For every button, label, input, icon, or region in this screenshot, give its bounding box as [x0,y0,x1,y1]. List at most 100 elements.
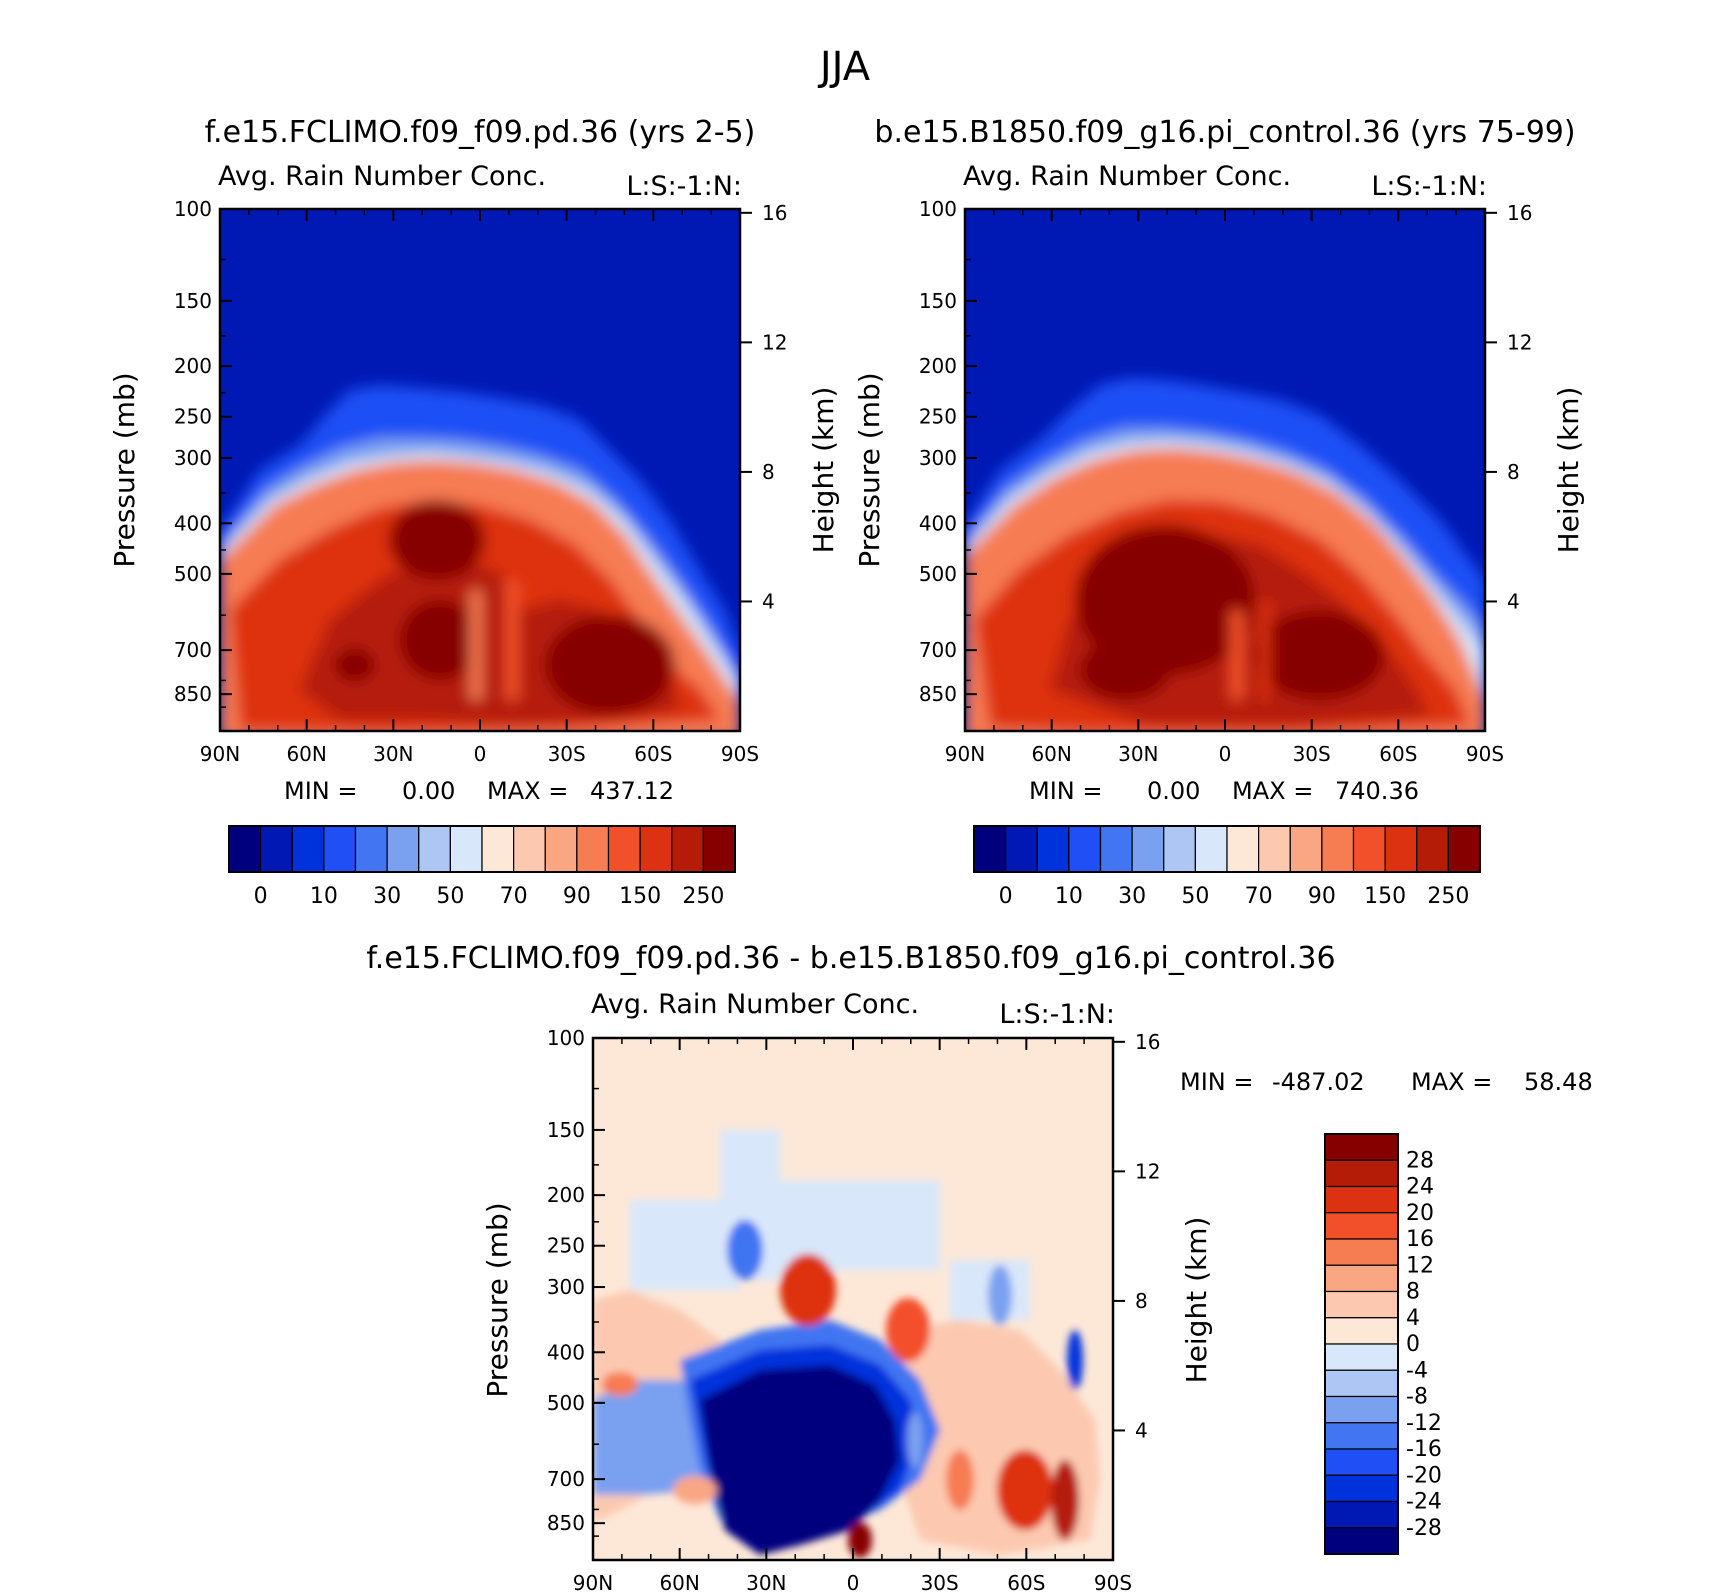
colorbar-swatch [1324,1527,1399,1555]
colorbar-label: 4 [1406,1306,1420,1331]
y-tick-label: 100 [547,1026,585,1050]
colorbar-swatch [576,825,610,873]
x-tick-label: 60S [1007,1571,1045,1595]
colorbar-swatch [1226,825,1260,873]
y-right-tick-label: 16 [1507,201,1532,225]
y-right-axis-title: Height (km) [807,387,840,554]
colorbar-swatch [418,825,451,873]
colorbar-label: 50 [1181,884,1209,909]
colorbar-label: 0 [1406,1332,1420,1357]
svg-text:MIN = 0.00 MAX =: MIN = 0.00 MAX = 740.36 [1029,777,1419,805]
y-tick-label: 700 [547,1467,585,1491]
colorbar-swatch [291,825,325,873]
colorbar-swatch [1005,825,1038,873]
max-value: 58.48 [1524,1068,1593,1096]
colorbar-swatch [1324,1395,1399,1424]
y-axis-left: 100 150 200 250 300 400 500 700 850 [919,197,977,708]
y-axis-title: Pressure (mb) [481,1202,514,1397]
y-tick-label: 400 [174,511,212,535]
colorbar-swatch [973,825,1007,873]
y-right-axis-title: Height (km) [1180,1217,1213,1384]
colorbar-label: -20 [1406,1463,1442,1488]
colorbar-swatch [1321,825,1355,873]
colorbar-swatch [1324,1500,1399,1529]
colorbar-label: 70 [500,884,528,909]
colorbar-swatch [1324,1212,1399,1240]
colorbar-label: -28 [1406,1516,1442,1541]
colorbar-swatch [1324,1185,1399,1214]
min-value: -487.02 [1272,1068,1365,1096]
colorbar-swatch [1324,1343,1399,1371]
x-tick-label: 90N [945,742,985,766]
y-tick-label: 100 [919,197,957,221]
colorbar-swatch [354,825,388,873]
max-label: MAX = [1232,777,1313,805]
y-tick-label: 250 [547,1234,585,1258]
colorbar-swatch [1324,1422,1399,1450]
colorbar-swatch [1131,825,1165,873]
y-tick-label: 850 [174,682,212,706]
colorbar-label: -16 [1406,1437,1442,1462]
y-tick-label: 150 [919,289,957,313]
y-tick-label: 500 [547,1391,585,1415]
y-tick-label: 200 [919,354,957,378]
colorbar-label: 90 [1308,884,1336,909]
x-tick-label: 0 [474,742,487,766]
corner-label: L:S:-1:N: [1371,171,1487,202]
colorbar-swatch [1099,825,1133,873]
y-tick-label: 300 [919,446,957,470]
y-tick-label: 150 [547,1118,585,1142]
y-axis-right: 16 12 8 4 [1113,1030,1160,1442]
colorbar-swatch [1163,825,1196,873]
colorbar-label: 10 [1055,884,1083,909]
y-right-axis-title: Height (km) [1552,387,1585,554]
colorbar-swatch [1447,825,1481,873]
colorbar-swatch [1289,825,1323,873]
y-axis-right: 16 12 8 4 [1485,201,1532,613]
x-tick-label: 90S [1094,1571,1132,1595]
colorbar-label: 250 [1427,884,1469,909]
colorbar-swatch [702,825,736,873]
colorbar-swatch [639,825,673,873]
corner-label: L:S:-1:N: [999,999,1115,1030]
colorbar-swatch [1384,825,1418,873]
x-tick-label: 90S [721,742,759,766]
heatmap-field [220,209,740,731]
max-value: 740.36 [1335,777,1419,805]
panel-pi: b.e15.B1850.f09_g16.pi_control.36 (yrs 7… [853,115,1585,909]
colorbar-swatch [1036,825,1070,873]
y-right-tick-label: 12 [1135,1159,1160,1183]
colorbar-label: 12 [1406,1253,1434,1278]
colorbar-label: 8 [1406,1280,1420,1305]
colorbar-swatch [607,825,641,873]
colorbar-label: 150 [619,884,661,909]
y-tick-label: 700 [919,638,957,662]
colorbar-label: 10 [310,884,338,909]
variable-title: Avg. Rain Number Conc. [591,989,919,1020]
max-label: MAX = [1411,1068,1492,1096]
max-label: MAX = [487,777,568,805]
y-tick-label: 300 [174,446,212,470]
y-tick-label: 100 [174,197,212,221]
y-right-tick-label: 4 [1135,1418,1148,1442]
colorbar-label: 16 [1406,1227,1434,1252]
colorbar-swatch [1324,1474,1399,1503]
x-tick-label: 30S [548,742,586,766]
colorbar-swatch [1068,825,1102,873]
colorbar-label: 30 [1118,884,1146,909]
colorbar-label: 20 [1406,1201,1434,1226]
x-tick-label: 30N [1118,742,1158,766]
y-tick-label: 300 [547,1275,585,1299]
heatmap-field [965,209,1485,731]
y-tick-label: 850 [547,1511,585,1535]
svg-text:MIN = 0.00 MAX =: MIN = 0.00 MAX = 437.12 [284,777,674,805]
max-value: 437.12 [590,777,674,805]
colorbar-label: -24 [1406,1490,1442,1515]
colorbar-label: 30 [373,884,401,909]
y-right-tick-label: 4 [762,589,775,613]
y-tick-label: 500 [174,562,212,586]
corner-label: L:S:-1:N: [626,171,742,202]
colorbar-label: 150 [1364,884,1406,909]
case-title: f.e15.FCLIMO.f09_f09.pd.36 - b.e15.B1850… [366,941,1335,976]
